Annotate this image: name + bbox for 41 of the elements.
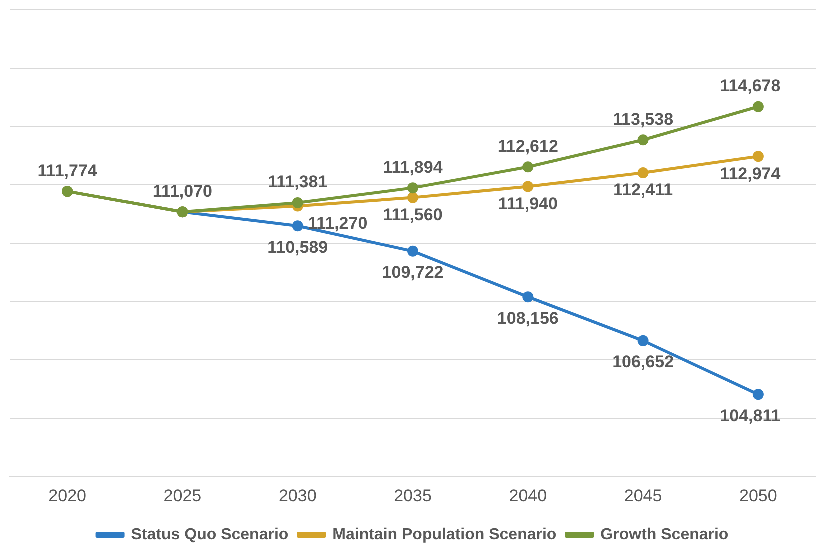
x-tick-label: 2025	[164, 486, 202, 506]
x-tick-label: 2030	[278, 486, 317, 506]
point	[292, 220, 304, 232]
data-label: 111,270	[308, 214, 368, 233]
point	[292, 198, 304, 209]
data-label: 112,974	[720, 164, 782, 184]
x-tick-label: 2045	[624, 486, 662, 506]
data-label: 111,894	[383, 158, 444, 177]
data-label: 104,811	[720, 406, 781, 426]
legend-label: Maintain Population Scenario	[332, 526, 557, 544]
data-label: 111,070	[152, 182, 213, 201]
point	[408, 246, 418, 257]
legend-label: Status Quo Scenario	[131, 526, 289, 544]
data-label: 111,940	[498, 194, 558, 214]
point	[408, 182, 418, 194]
data-label: 113,538	[613, 110, 674, 129]
point	[752, 101, 764, 112]
x-tick-label: 2040	[509, 486, 548, 506]
data-label: 106,652	[612, 352, 674, 372]
x-tick-label: 2020	[48, 486, 86, 506]
point	[522, 292, 534, 303]
data-label: 114,678	[720, 76, 781, 96]
legend-label: Growth Scenario	[600, 526, 729, 544]
point	[638, 167, 649, 178]
data-label: 111,774	[38, 161, 98, 180]
x-tick-label: 2035	[394, 486, 432, 506]
point	[752, 151, 764, 162]
point	[522, 181, 534, 192]
data-label: 112,411	[613, 180, 674, 200]
data-label: 111,381	[268, 172, 328, 192]
data-label: 110,589	[268, 238, 328, 257]
point	[522, 162, 534, 173]
point	[638, 335, 649, 346]
data-label: 108,156	[497, 308, 559, 328]
point	[408, 192, 418, 204]
data-label: 109,722	[382, 263, 444, 282]
data-label: 112,612	[498, 136, 558, 156]
point	[638, 134, 649, 146]
data-label: 111,560	[383, 205, 443, 224]
x-tick-label: 2050	[740, 486, 778, 506]
point	[752, 389, 764, 400]
